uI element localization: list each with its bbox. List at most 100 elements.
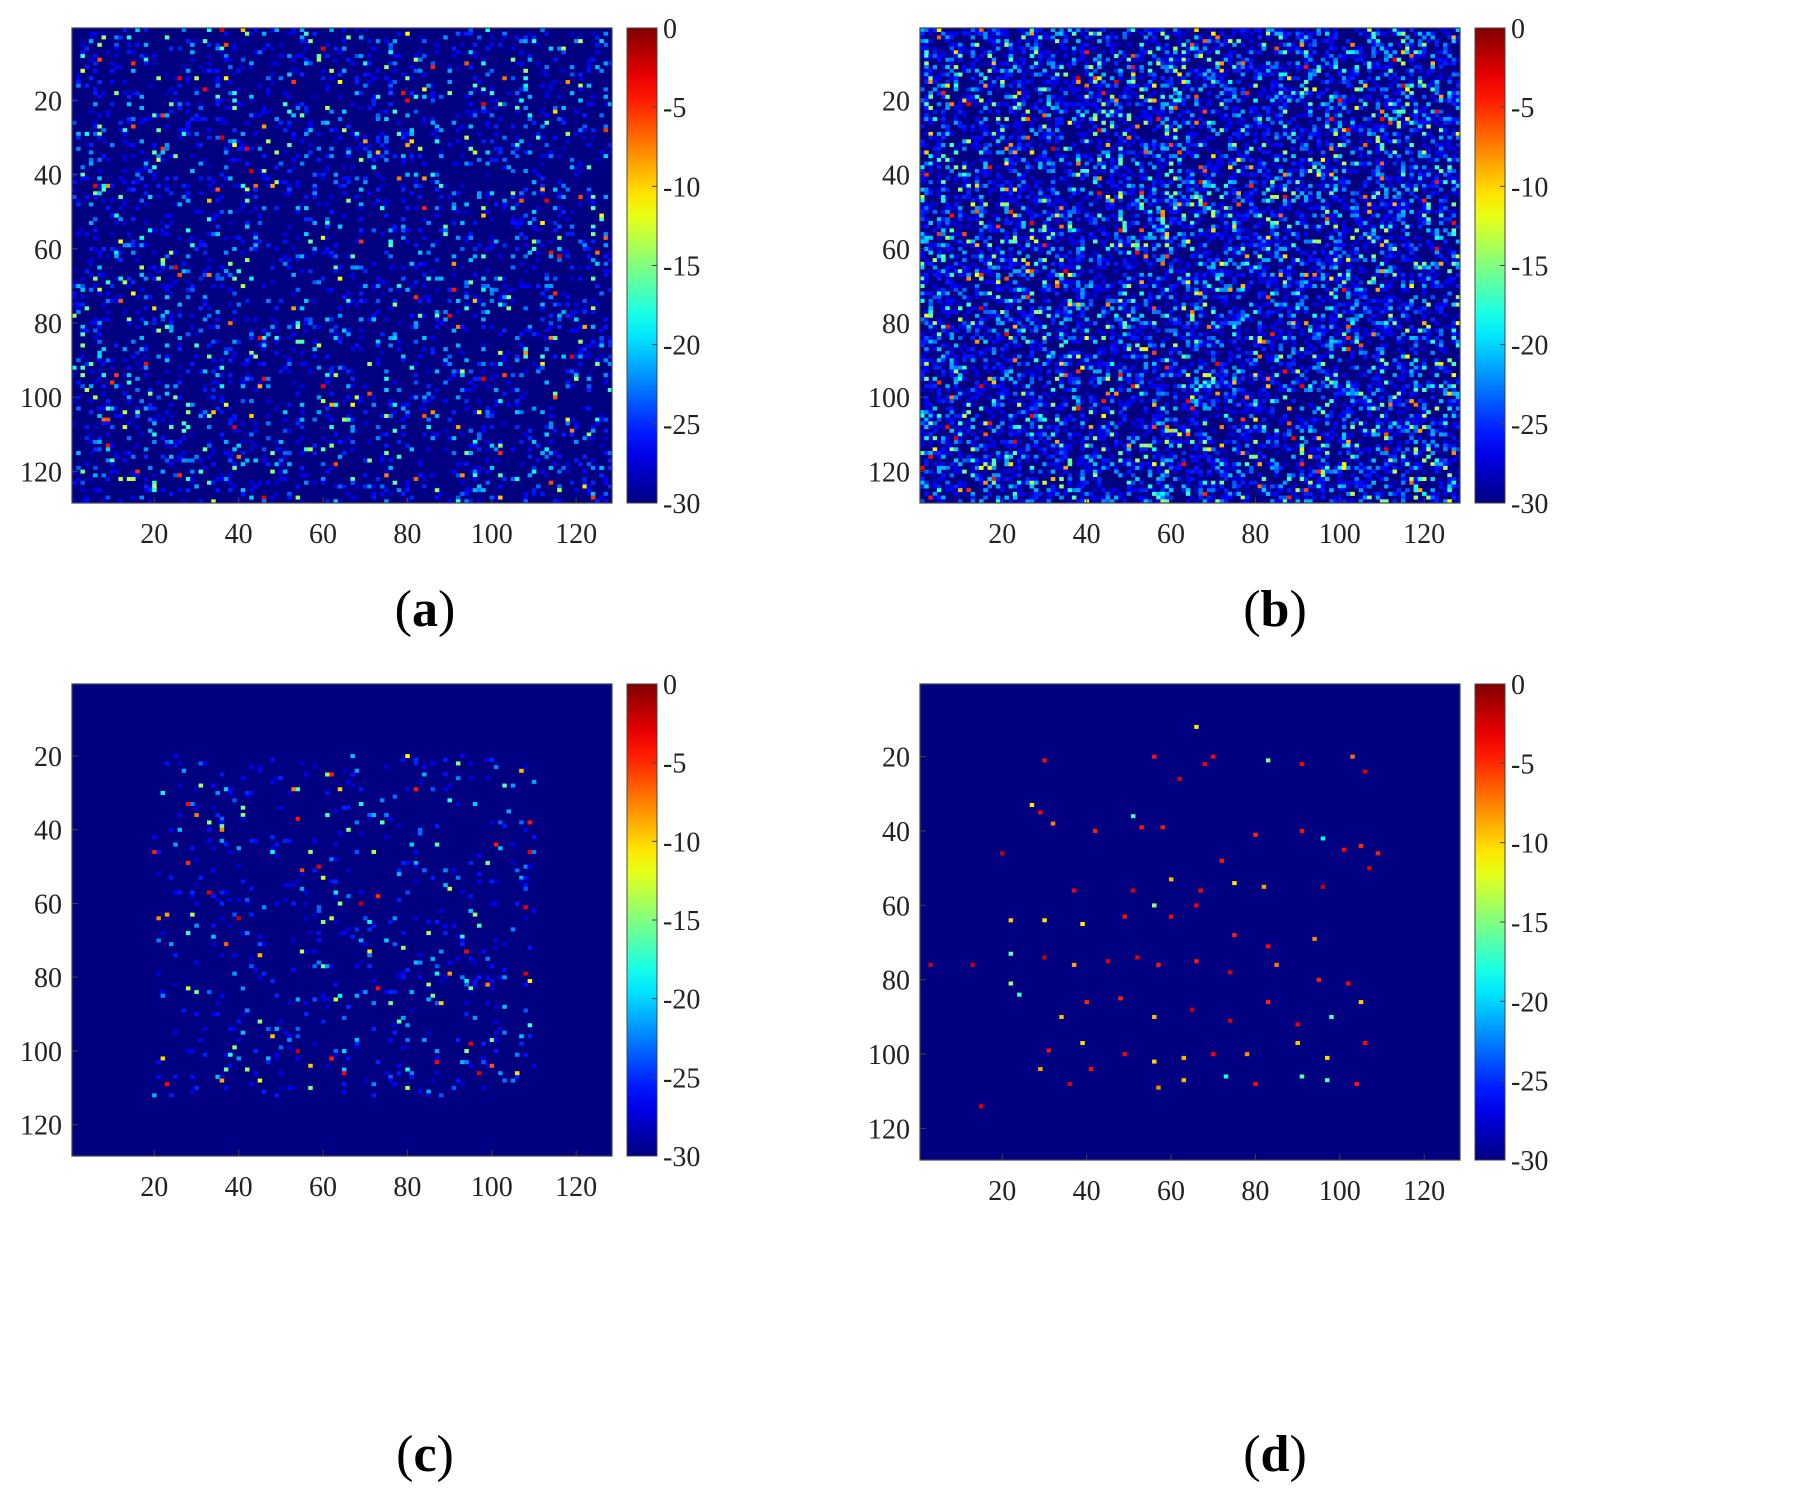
heatmap-cell <box>211 187 216 192</box>
heatmap-cell <box>1202 79 1208 84</box>
heatmap-cell <box>1434 42 1440 47</box>
heatmap-cell <box>219 384 225 389</box>
heatmap-cell <box>1071 143 1077 148</box>
heatmap-cell <box>1211 128 1216 133</box>
heatmap-cell <box>1029 146 1035 151</box>
heatmap-cell <box>481 206 486 211</box>
heatmap-cell <box>228 157 233 162</box>
heatmap-cell <box>1455 35 1461 40</box>
heatmap-cell <box>578 347 583 352</box>
heatmap-cell <box>1139 169 1144 174</box>
heatmap-cell <box>1198 72 1203 77</box>
heatmap-cell <box>1291 42 1296 47</box>
heatmap-cell <box>451 254 457 259</box>
heatmap-cell <box>304 473 309 478</box>
heatmap-cell <box>76 395 81 400</box>
heatmap-cell <box>477 499 482 504</box>
heatmap-cell <box>1194 143 1199 148</box>
heatmap-cell <box>1379 117 1385 122</box>
heatmap-cell <box>375 284 381 289</box>
heatmap-cell <box>1008 135 1014 140</box>
heatmap-cell <box>1050 65 1056 70</box>
heatmap-cell <box>1413 50 1419 55</box>
heatmap-cell <box>1046 128 1052 133</box>
heatmap-cell <box>536 369 541 374</box>
heatmap-cell <box>1152 28 1157 33</box>
heatmap-cell <box>228 417 233 422</box>
heatmap-cell <box>375 139 381 144</box>
heatmap-cell <box>1325 72 1330 77</box>
heatmap-cell <box>995 143 1001 148</box>
heatmap-cell <box>1177 161 1182 166</box>
heatmap-cell <box>1295 68 1300 73</box>
heatmap-cell <box>1257 28 1263 33</box>
heatmap-cell <box>109 61 115 66</box>
heatmap-cell <box>131 454 136 459</box>
heatmap-cell <box>392 39 398 44</box>
heatmap-cell <box>603 417 609 422</box>
heatmap-cell <box>299 451 305 456</box>
heatmap-cell <box>80 68 85 73</box>
heatmap-cell <box>1303 50 1309 55</box>
heatmap-cell <box>1295 161 1300 166</box>
heatmap-cell <box>1017 105 1022 110</box>
heatmap-cell <box>1405 76 1410 81</box>
heatmap-cell <box>354 53 360 58</box>
heatmap-cell <box>1071 28 1077 33</box>
heatmap-cell <box>1143 146 1149 151</box>
heatmap-cell <box>126 317 132 322</box>
heatmap-cell <box>363 72 368 77</box>
heatmap-cell <box>1265 124 1271 129</box>
heatmap-cell <box>1379 124 1385 129</box>
heatmap-cell <box>1375 113 1381 118</box>
heatmap-cell <box>995 109 1001 114</box>
heatmap-cell <box>143 117 149 122</box>
heatmap-cell <box>447 91 452 96</box>
heatmap-cell <box>455 495 461 500</box>
heatmap-cell <box>603 243 609 248</box>
heatmap-cell <box>282 354 288 359</box>
heatmap-cell <box>1071 31 1077 36</box>
heatmap-cell <box>493 146 499 151</box>
heatmap-cell <box>1430 109 1435 114</box>
heatmap-cell <box>983 31 988 36</box>
heatmap-cell <box>485 120 490 125</box>
heatmap-cell <box>607 458 613 463</box>
heatmap-cell <box>540 28 545 33</box>
heatmap-cell <box>337 72 343 77</box>
heatmap-cell <box>1194 42 1199 47</box>
heatmap-cell <box>1430 53 1435 58</box>
heatmap-cell <box>936 83 942 88</box>
heatmap-cell <box>240 28 246 33</box>
heatmap-cell <box>211 451 216 456</box>
heatmap-cell <box>1341 139 1347 144</box>
heatmap-cell <box>464 328 469 333</box>
heatmap-cell <box>198 410 204 415</box>
heatmap-cell <box>498 302 503 307</box>
heatmap-cell <box>84 387 90 392</box>
heatmap-cell <box>409 324 415 329</box>
heatmap-cell <box>1084 131 1090 136</box>
heatmap-cell <box>1055 50 1060 55</box>
heatmap-cell <box>1173 31 1178 36</box>
heatmap-cell <box>282 239 288 244</box>
heatmap-cell <box>152 473 157 478</box>
heatmap-cell <box>1109 83 1115 88</box>
heatmap-cell <box>1240 124 1246 129</box>
heatmap-cell <box>244 258 250 263</box>
heatmap-cell <box>413 94 419 99</box>
heatmap-cell <box>164 72 170 77</box>
heatmap-cell <box>329 76 334 81</box>
heatmap-cell <box>287 369 292 374</box>
heatmap-cell <box>493 239 499 244</box>
heatmap-cell <box>599 217 604 222</box>
heatmap-cell <box>451 206 457 211</box>
heatmap-cell <box>472 313 478 318</box>
heatmap-cell <box>181 183 187 188</box>
heatmap-cell <box>1059 135 1064 140</box>
heatmap-cell <box>1308 150 1313 155</box>
heatmap-cell <box>1299 131 1305 136</box>
heatmap-cell <box>147 417 153 422</box>
heatmap-cell <box>1312 124 1317 129</box>
heatmap-cell <box>308 120 313 125</box>
